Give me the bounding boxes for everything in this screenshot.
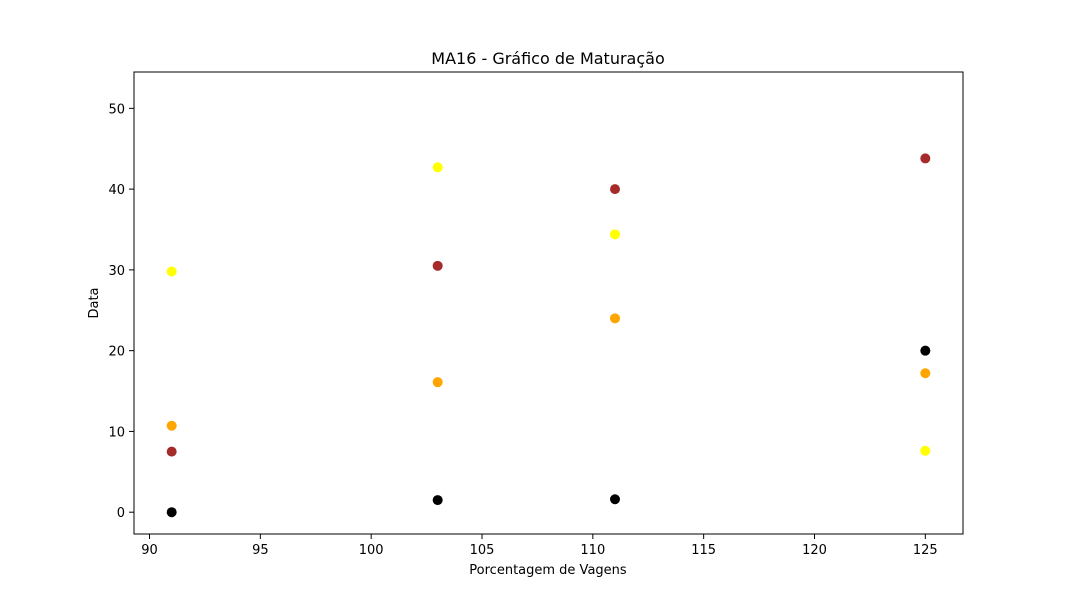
x-tick-label: 90 [141,543,158,558]
scatter-point [609,229,620,240]
scatter-point [166,266,177,277]
x-tick-label: 100 [359,543,384,558]
y-tick-label: 10 [108,425,125,440]
scatter-point [920,445,931,456]
scatter-point [920,153,931,164]
y-axis: 0 10 20 30 40 50 [108,102,134,521]
y-tick-label: 20 [108,345,125,360]
y-tick-label: 50 [108,102,125,117]
scatter-point [166,446,177,457]
x-tick-label: 115 [691,543,716,558]
y-tick-label: 0 [117,506,125,521]
chart-title: MA16 - Gráfico de Maturação [431,49,664,68]
scatter-point [166,507,177,518]
x-tick-label: 110 [580,543,605,558]
scatter-point [920,368,931,379]
y-tick-label: 40 [108,183,125,198]
scatter-point [432,495,443,506]
scatter-point [920,345,931,356]
plot-area [133,71,964,535]
x-tick-label: 95 [252,543,269,558]
y-tick-label: 30 [108,264,125,279]
x-tick-label: 120 [802,543,827,558]
x-axis-label: Porcentagem de Vagens [469,563,627,578]
data-points [166,153,931,518]
scatter-point [432,260,443,271]
x-axis: 90 95 100 105 110 115 120 125 [141,534,938,558]
x-tick-label: 125 [913,543,938,558]
scatter-point [609,313,620,324]
scatter-point [166,420,177,431]
scatter-point [432,377,443,388]
x-tick-label: 105 [470,543,495,558]
scatter-point [432,162,443,173]
scatter-point [609,184,620,195]
scatter-point [609,494,620,505]
y-axis-label: Data [87,287,102,318]
